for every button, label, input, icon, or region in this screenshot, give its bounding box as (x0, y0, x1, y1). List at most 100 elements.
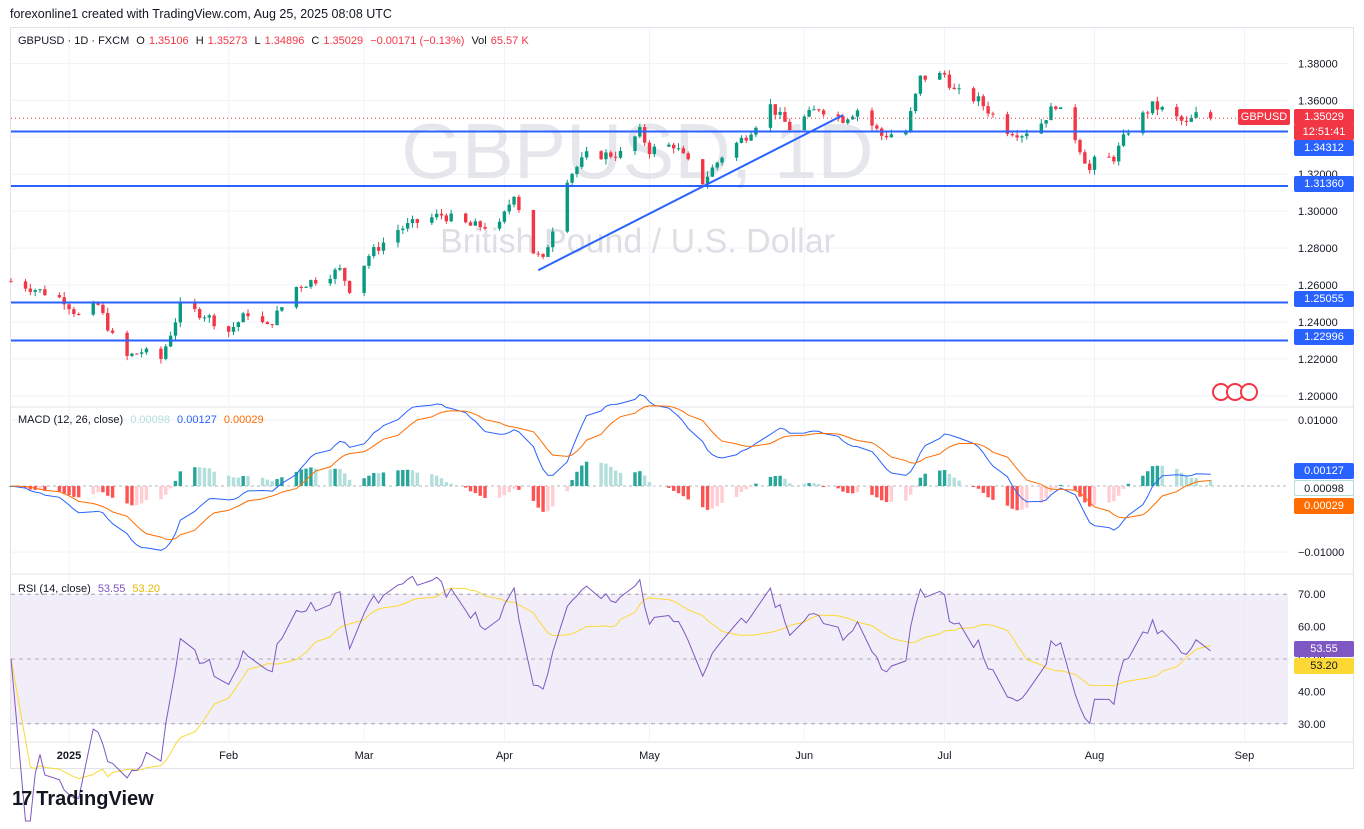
candle-body (1155, 101, 1160, 110)
macd-histogram-bar (575, 471, 579, 487)
macd-histogram-bar (846, 486, 850, 494)
candle-body (1208, 112, 1213, 119)
candle-body (870, 110, 874, 126)
economic-event-flag-icon[interactable] (1240, 383, 1258, 401)
candle-body (778, 111, 782, 115)
macd-histogram-bar (1107, 486, 1111, 503)
macd-histogram-bar (971, 486, 976, 488)
candle-body (212, 315, 216, 327)
macd-histogram-bar (193, 467, 197, 487)
candle-body (1107, 156, 1111, 158)
candle-body (367, 256, 371, 266)
symbol-label[interactable]: GBPUSD · 1D · FXCM (18, 35, 130, 47)
tradingview-brand: TradingView (36, 788, 154, 810)
candle-body (72, 309, 76, 315)
price-axis-label: 1.26000 (1298, 280, 1338, 292)
candle-body (396, 230, 400, 243)
macd-histogram-bar (483, 486, 487, 498)
candle-body (599, 151, 603, 160)
price-axis-label: 1.36000 (1298, 95, 1338, 107)
candle-body (836, 114, 840, 117)
macd-histogram-bar (372, 473, 376, 487)
candle-body (144, 348, 149, 353)
candle-body (401, 228, 405, 231)
macd-histogram-bar (652, 485, 657, 487)
macd-histogram-bar (739, 486, 744, 492)
macd-histogram-bar (1141, 475, 1145, 487)
candle-body (430, 217, 434, 223)
candle-body (575, 166, 579, 174)
macd-histogram-bar (536, 486, 540, 508)
macd-histogram-bar (502, 486, 507, 496)
macd-histogram-bar (314, 468, 318, 487)
candle-body (1078, 140, 1082, 153)
candle-body (1150, 101, 1155, 114)
macd-histogram-bar (381, 472, 386, 487)
macd-histogram-bar (96, 486, 100, 493)
chart-credit: forexonline1 created with TradingView.co… (10, 7, 392, 21)
candle-body (1117, 145, 1121, 162)
candle-body (130, 353, 134, 356)
candle-body (1175, 106, 1179, 117)
rsi-ma-tag: 53.20 (1294, 658, 1354, 674)
price-axis-label: 1.28000 (1298, 243, 1338, 255)
candle-body (667, 144, 671, 147)
macd-histogram-bar (260, 477, 265, 487)
macd-histogram-bar (749, 486, 753, 488)
candle-body (405, 223, 410, 229)
macd-histogram-bar (807, 483, 811, 487)
macd-histogram-bar (1092, 486, 1097, 505)
candle-body (807, 109, 811, 117)
macd-histogram-bar (720, 486, 724, 503)
candle-body (1044, 120, 1048, 124)
macd-histogram-bar (405, 469, 410, 487)
rsi-value: 53.55 (97, 583, 126, 595)
candle-body (715, 162, 719, 168)
candle-body (314, 280, 318, 284)
candle-body (96, 303, 100, 305)
macd-histogram-bar (376, 473, 381, 487)
macd-histogram-bar (638, 471, 642, 487)
candle-body (164, 346, 168, 359)
candle-body (1179, 116, 1184, 121)
candle-body (1039, 123, 1044, 134)
macd-histogram-bar (57, 486, 62, 492)
macd-histogram-bar (91, 486, 95, 495)
macd-histogram-bar (783, 478, 787, 487)
macd-title[interactable]: MACD (12, 26, close) (18, 414, 124, 426)
macd-histogram-bar (565, 486, 569, 492)
volume-label: Vol (471, 35, 487, 47)
candle-body (497, 221, 502, 229)
candle-body (802, 116, 806, 131)
macd-histogram-bar (280, 477, 284, 487)
macd-histogram-bar (444, 482, 449, 487)
macd-histogram-bar (1117, 486, 1121, 496)
candle-body (749, 134, 753, 141)
candle-body (613, 156, 618, 158)
macd-histogram-bar (671, 486, 676, 491)
candle-body (855, 110, 860, 117)
tradingview-footer: 17 TradingView (12, 788, 154, 811)
macd-histogram-bar (173, 480, 178, 487)
rsi-title[interactable]: RSI (14, close) (18, 583, 91, 595)
candle-body (904, 131, 908, 135)
candle-body (434, 213, 439, 218)
candle-body (551, 231, 555, 248)
candle-body (938, 72, 942, 80)
candle-body (478, 221, 482, 228)
close-value: 1.35029 (323, 35, 364, 47)
change-value: −0.00171 (−0.13%) (370, 35, 465, 47)
macd-histogram-bar (265, 479, 270, 487)
candle-body (918, 75, 923, 94)
candle-body (91, 303, 95, 315)
macd-histogram-bar (473, 486, 478, 494)
macd-histogram-bar (226, 475, 231, 487)
macd-histogram-bar (38, 486, 42, 490)
candle-body (1083, 152, 1087, 164)
macd-histogram-bar (101, 486, 105, 493)
macd-histogram-bar (178, 471, 182, 487)
close-label: C (311, 35, 320, 47)
x-axis-label: 2025 (57, 750, 81, 762)
candle-body (309, 280, 313, 287)
